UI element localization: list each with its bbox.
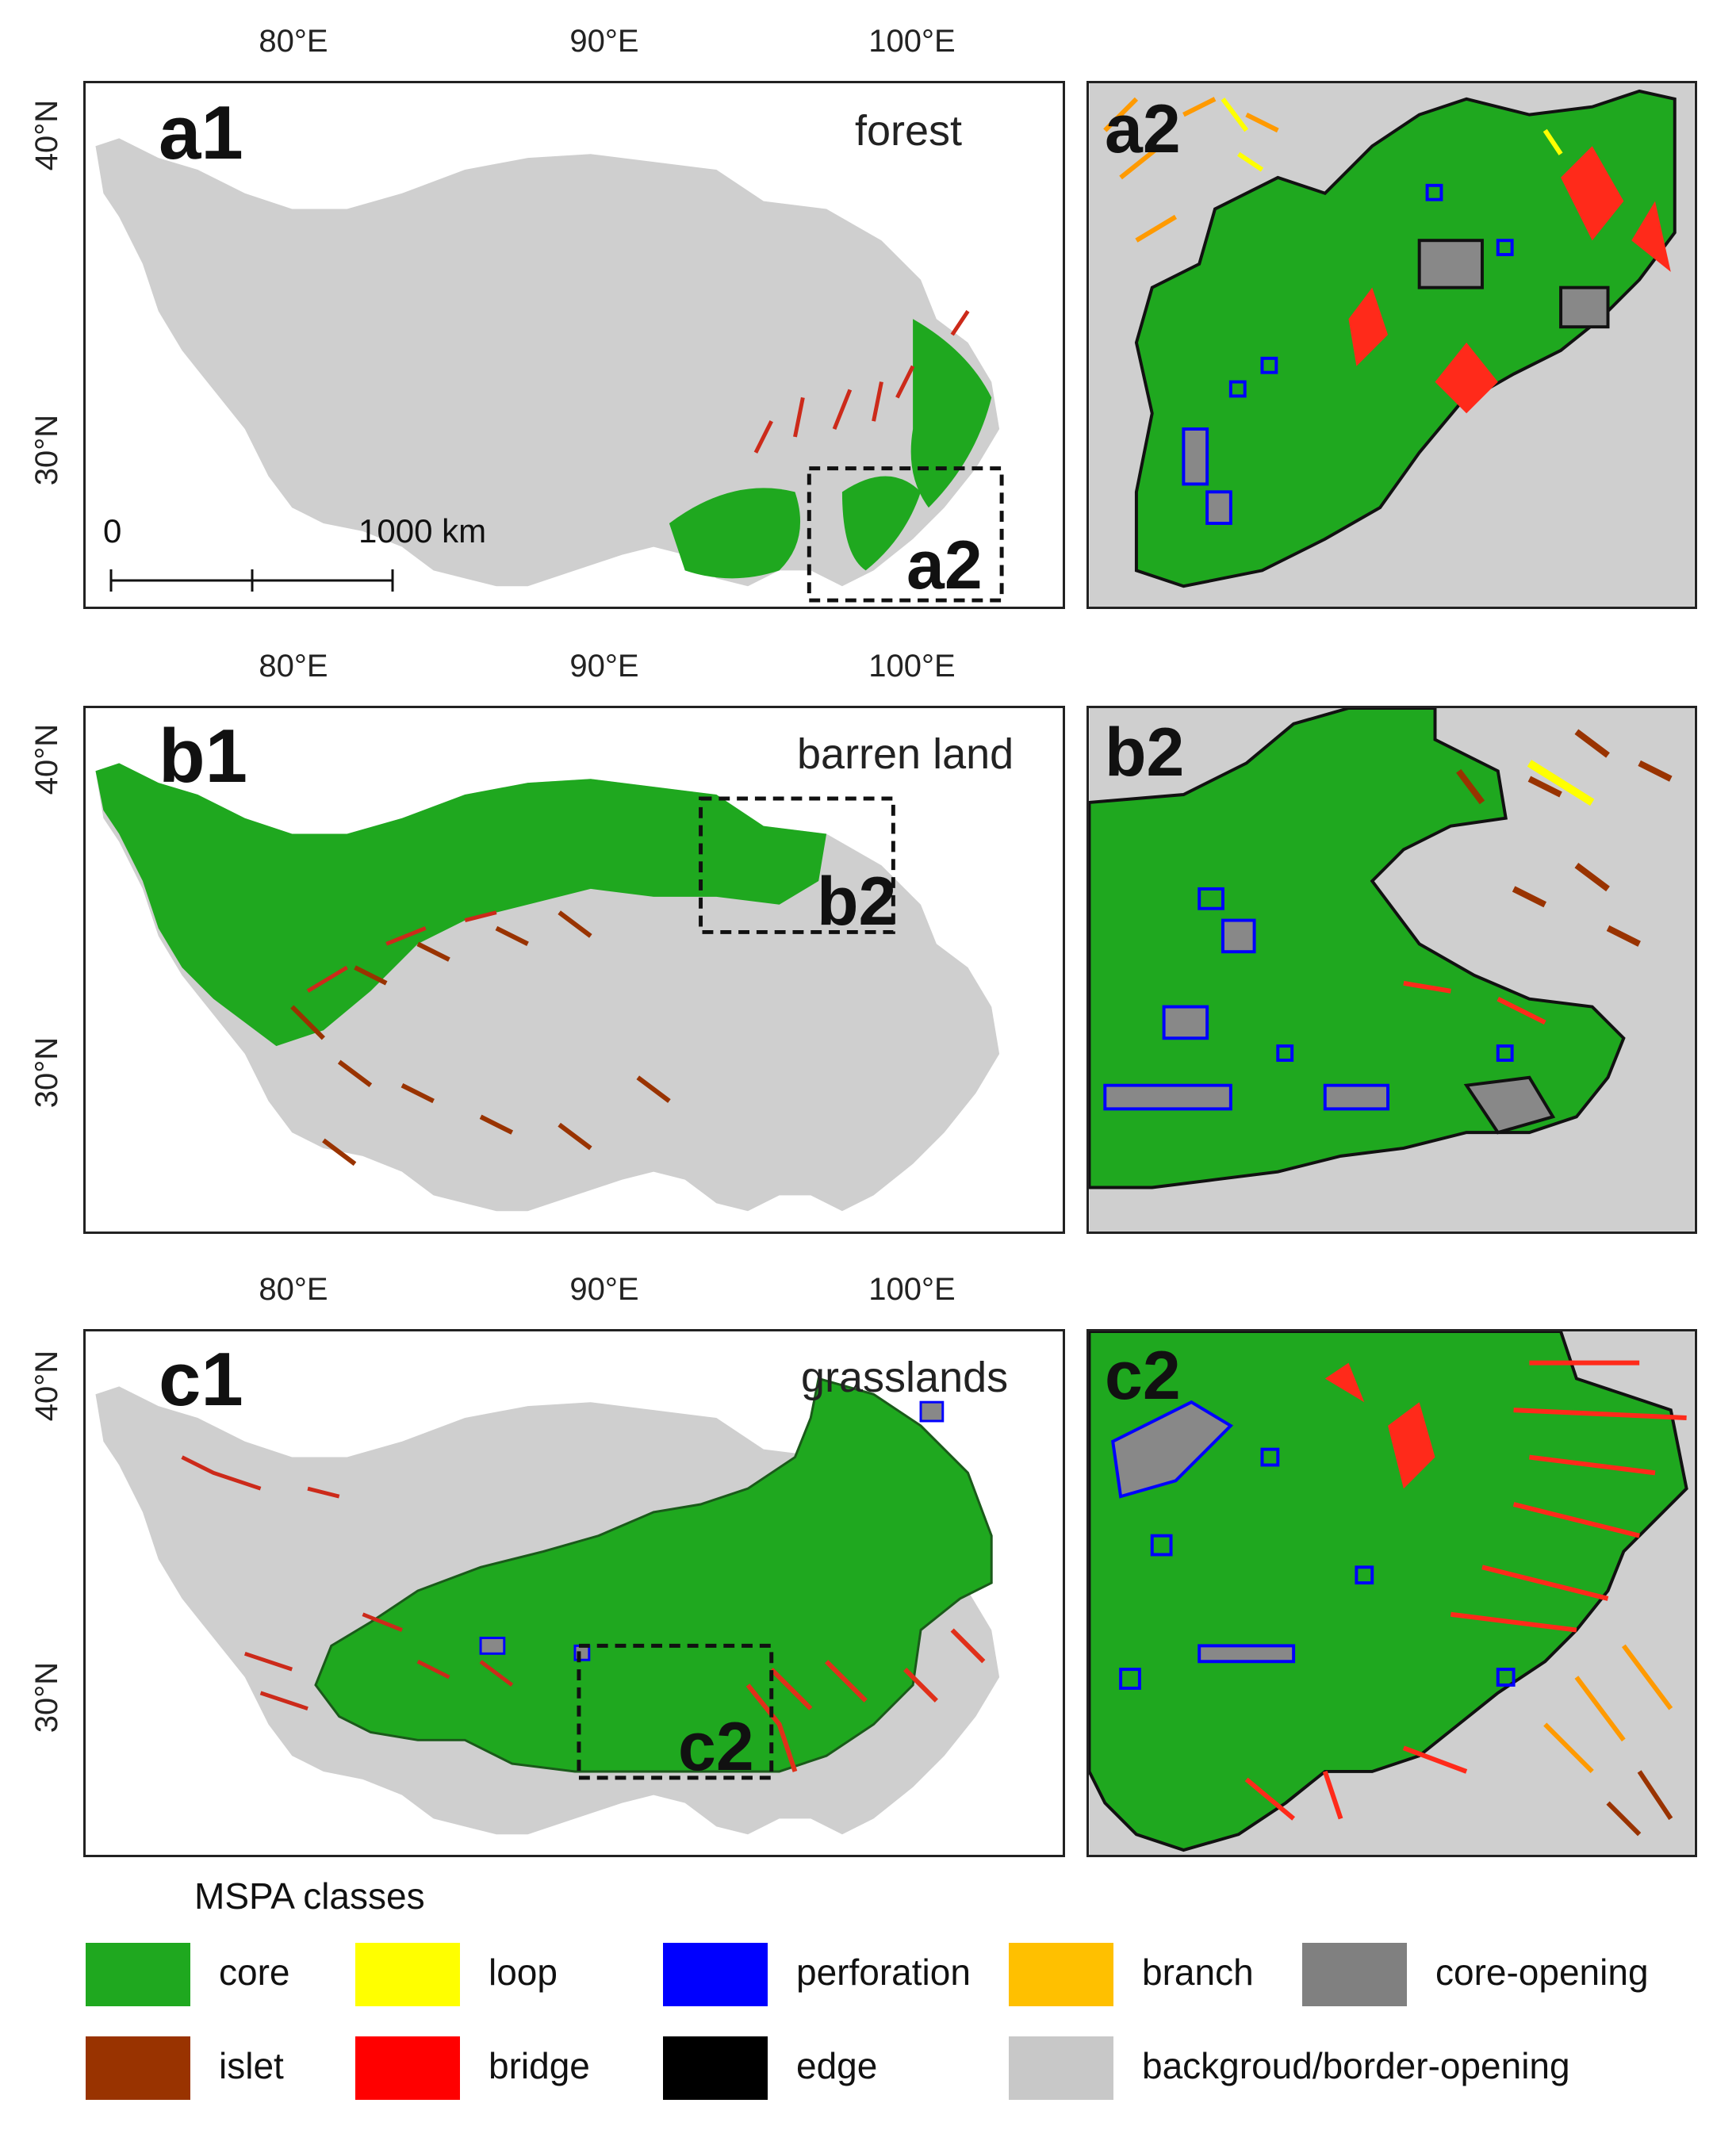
- panel-a1-inset-label: a2: [906, 527, 983, 603]
- lat-tick-40: 40°N: [29, 1350, 65, 1422]
- lat-tick-30: 30°N: [29, 1661, 65, 1733]
- lat-tick-40: 40°N: [29, 99, 65, 171]
- panel-c2-zoom: [1086, 1329, 1697, 1857]
- lon-tick-80: 80°E: [259, 24, 328, 59]
- panel-a2-zoom: [1086, 81, 1697, 609]
- lon-tick-80: 80°E: [259, 1272, 328, 1307]
- panel-a1-map: [83, 81, 1065, 609]
- lat-tick-30: 30°N: [29, 414, 65, 486]
- scalebar-end-label: 1000 km: [358, 512, 487, 550]
- legend-label-bridge: bridge: [489, 2045, 590, 2086]
- legend-label-islet: islet: [219, 2045, 284, 2086]
- zoom-map-forest: [1089, 83, 1695, 607]
- panel-b2-zoom: [1086, 706, 1697, 1234]
- legend-swatch-background: [1009, 2036, 1113, 2100]
- legend-swatch-core: [86, 1943, 190, 2006]
- lon-tick-90: 90°E: [569, 649, 639, 684]
- legend-label-edge: edge: [796, 2045, 878, 2086]
- lon-tick-90: 90°E: [569, 1272, 639, 1307]
- panel-b1-map: [83, 706, 1065, 1234]
- panel-b1-inset-label: b2: [817, 864, 897, 940]
- legend-swatch-bridge: [355, 2036, 460, 2100]
- panel-c1-inset-label: c2: [678, 1709, 754, 1785]
- legend-swatch-core-opening: [1302, 1943, 1407, 2006]
- zoom-map-grasslands: [1089, 1331, 1695, 1855]
- scalebar-start-label: 0: [103, 512, 122, 550]
- zoom-map-barren: [1089, 708, 1695, 1232]
- plateau-map-barren: [95, 763, 1000, 1212]
- lon-tick-100: 100°E: [868, 24, 956, 59]
- panel-c1-map: [83, 1329, 1065, 1857]
- panel-c1-title: grasslands: [801, 1354, 1009, 1401]
- panel-a1-title: forest: [855, 107, 963, 155]
- plateau-map-grasslands: [95, 1377, 1000, 1835]
- legend-swatch-loop: [355, 1943, 460, 2006]
- legend-title: MSPA classes: [194, 1875, 425, 1917]
- lon-tick-100: 100°E: [868, 1272, 956, 1307]
- lat-tick-40: 40°N: [29, 723, 65, 795]
- legend-label-core-opening: core-opening: [1435, 1952, 1649, 1993]
- lat-tick-30: 30°N: [29, 1036, 65, 1109]
- panel-b2-label: b2: [1105, 714, 1185, 791]
- legend-label-branch: branch: [1142, 1952, 1254, 1993]
- plateau-map-forest: [95, 138, 1004, 603]
- panel-c2-label: c2: [1105, 1338, 1181, 1414]
- legend-label-perforation: perforation: [796, 1952, 971, 1993]
- legend-swatch-islet: [86, 2036, 190, 2100]
- legend-label-loop: loop: [489, 1952, 558, 1993]
- legend-swatch-branch: [1009, 1943, 1113, 2006]
- legend-label-core: core: [219, 1952, 290, 1993]
- panel-c1-label: c1: [159, 1337, 243, 1422]
- panel-a2-label: a2: [1105, 91, 1181, 167]
- panel-b1-label: b1: [159, 714, 248, 799]
- legend-label-background: backgroud/border-opening: [1142, 2045, 1570, 2086]
- scalebar: [109, 569, 394, 592]
- legend-swatch-perforation: [663, 1943, 768, 2006]
- panel-a1-label: a1: [159, 90, 243, 175]
- lon-tick-80: 80°E: [259, 649, 328, 684]
- lon-tick-100: 100°E: [868, 649, 956, 684]
- lon-tick-90: 90°E: [569, 24, 639, 59]
- panel-b1-title: barren land: [797, 730, 1014, 778]
- legend-swatch-edge: [663, 2036, 768, 2100]
